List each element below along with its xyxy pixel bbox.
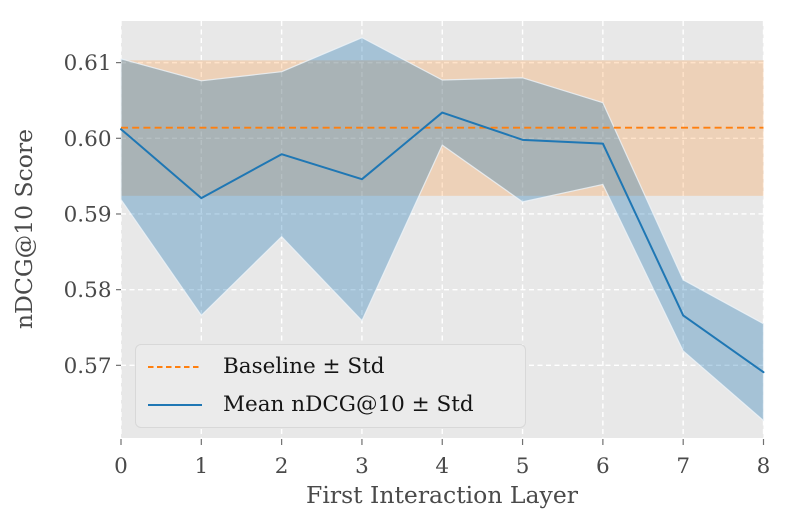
x-tick-label: 2	[275, 454, 289, 479]
y-tick-label: 0.58	[64, 278, 112, 303]
legend-row-baseline: Baseline ± Std	[148, 348, 525, 386]
mean-solid-line-sample	[148, 403, 202, 407]
baseline-dashed-line-sample	[148, 365, 202, 369]
x-tick-label: 3	[355, 454, 369, 479]
x-tick-label: 4	[435, 454, 449, 479]
x-axis-label: First Interaction Layer	[306, 481, 579, 509]
y-tick-label: 0.60	[64, 127, 112, 152]
x-tick-label: 7	[676, 454, 690, 479]
y-tick-label: 0.59	[64, 202, 112, 227]
y-axis-label: nDCG@10 Score	[10, 129, 38, 329]
legend-label-mean: Mean nDCG@10 ± Std	[223, 392, 474, 418]
legend-row-mean: Mean nDCG@10 ± Std	[148, 386, 525, 424]
x-tick-label: 0	[114, 454, 128, 479]
y-tick-label: 0.61	[64, 51, 112, 76]
legend: Baseline ± Std Mean nDCG@10 ± Std	[135, 344, 526, 428]
x-tick-label: 1	[194, 454, 208, 479]
mean-std-band	[120, 37, 765, 422]
x-tick-label: 5	[516, 454, 530, 479]
y-tick-label: 0.57	[64, 354, 112, 379]
x-tick-label: 6	[596, 454, 610, 479]
x-tick-label: 8	[757, 454, 771, 479]
plot-layer: 0.57 0.58 0.59 0.60 0.61 0 1 2 3 4 5 6 7 8	[64, 21, 771, 479]
mean-line	[120, 111, 765, 374]
legend-label-baseline: Baseline ± Std	[223, 354, 385, 380]
